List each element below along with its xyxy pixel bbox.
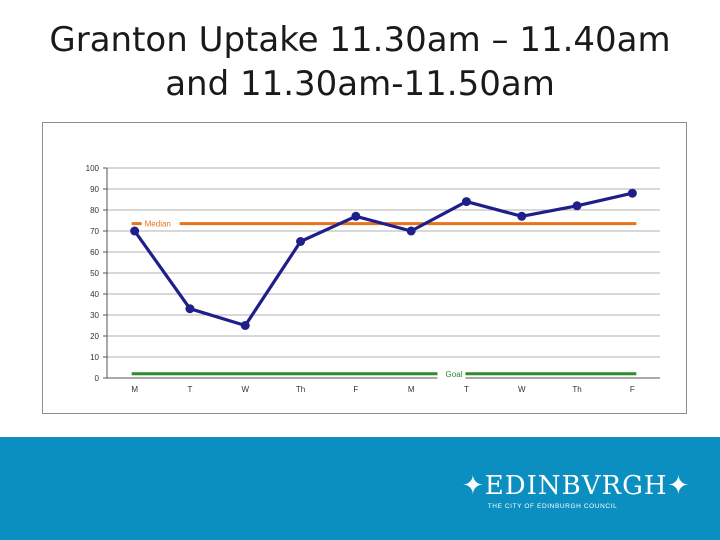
y-tick-label: 0	[95, 374, 100, 383]
title-line-2: and 11.30am-11.50am	[165, 64, 555, 104]
y-tick-label: 10	[90, 353, 99, 362]
chart-frame: 0 10 20 30 40 50 60 70 80 90 100 M T W Th F M T W Th F Median…	[42, 122, 687, 414]
data-point	[517, 211, 527, 221]
data-point	[461, 197, 471, 207]
y-tick-label: 80	[90, 206, 99, 215]
data-point	[130, 226, 140, 236]
x-tick-label: Th	[296, 385, 305, 394]
x-tick-label: W	[241, 385, 249, 394]
line-chart: 0 10 20 30 40 50 60 70 80 90 100 M T W Th F M T W Th F Median…	[86, 164, 660, 394]
series-line	[133, 191, 633, 328]
data-point	[627, 188, 637, 198]
reference-label-bg	[437, 367, 466, 379]
data-point	[185, 304, 195, 314]
x-tick-label: W	[518, 385, 526, 394]
x-tick-label: T	[464, 385, 469, 394]
y-tick-label: 20	[90, 332, 99, 341]
x-tick-label: Th	[572, 385, 581, 394]
data-point	[240, 321, 250, 330]
logo-star-icon-right: ✦	[667, 471, 691, 501]
title-line-1: Granton Uptake 11.30am – 11.40am	[49, 20, 671, 60]
y-tick-label: 60	[90, 248, 99, 257]
reference-label-bg	[141, 217, 180, 229]
logo-subtitle: THE CITY OF EDINBURGH COUNCIL	[487, 503, 618, 510]
y-tick-label: 90	[90, 185, 99, 194]
x-tick-label: M	[408, 385, 415, 394]
y-tick-label: 30	[90, 311, 99, 320]
y-tick-label: 40	[90, 290, 99, 299]
x-tick-label: T	[188, 385, 193, 394]
x-tick-label: F	[630, 385, 635, 394]
slide-title: Granton Uptake 11.30am – 11.40am and 11.…	[0, 18, 720, 106]
x-tick-label: F	[353, 385, 358, 394]
x-tick-label: M	[131, 385, 138, 394]
reference-label-goal: Goal	[446, 370, 463, 379]
data-point	[406, 226, 416, 236]
logo-word: EDINBVRGH	[484, 471, 668, 501]
data-point	[572, 201, 582, 211]
edinburgh-logo: ✦EDINBVRGH✦	[462, 471, 689, 501]
reference-label-median: Median	[145, 220, 171, 229]
data-point	[351, 211, 361, 221]
y-tick-label: 100	[86, 164, 100, 173]
logo-star-icon-left: ✦	[462, 471, 485, 501]
y-tick-label: 70	[90, 227, 99, 236]
y-tick-label: 50	[90, 269, 99, 278]
data-point	[296, 237, 306, 246]
footer-logo-band: ✦EDINBVRGH✦ THE CITY OF EDINBURGH COUNCI…	[0, 437, 720, 540]
